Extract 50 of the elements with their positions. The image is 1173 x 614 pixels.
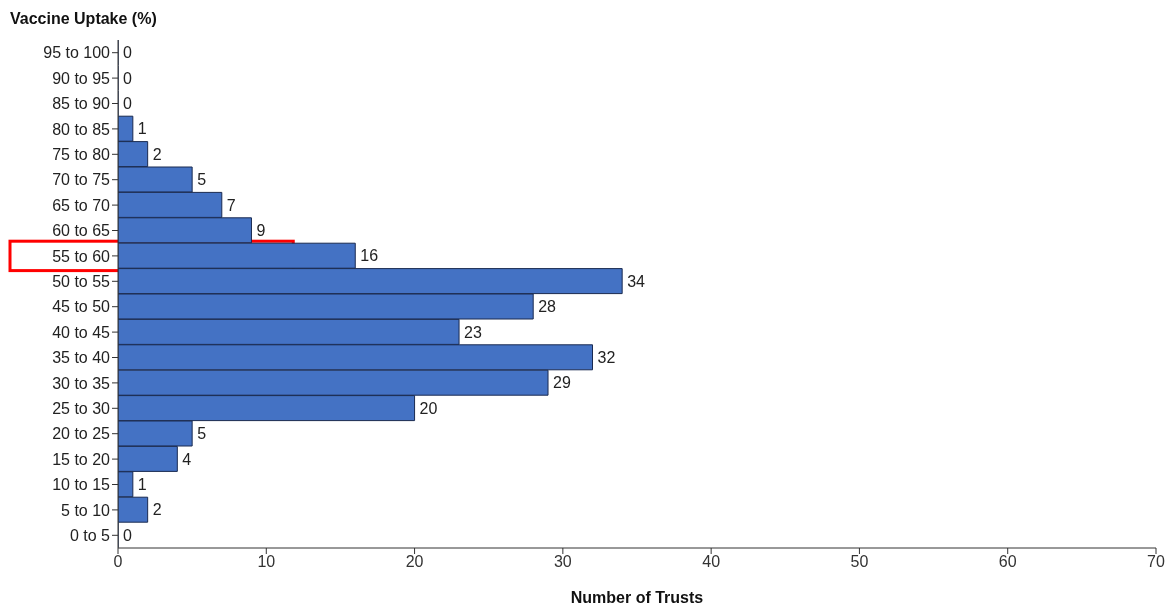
data-label: 5 bbox=[197, 425, 207, 443]
x-axis-title: Number of Trusts bbox=[570, 589, 704, 606]
y-tick-label: 75 to 80 bbox=[52, 145, 111, 163]
y-tick-label: 80 to 85 bbox=[52, 120, 111, 138]
data-label: 0 bbox=[123, 94, 133, 112]
y-tick-label: 20 to 25 bbox=[52, 425, 111, 443]
data-label: 16 bbox=[360, 247, 379, 265]
data-label: 1 bbox=[137, 475, 147, 493]
x-tick-label: 60 bbox=[998, 553, 1017, 571]
y-tick-label: 95 to 100 bbox=[43, 44, 111, 62]
x-tick-label: 20 bbox=[405, 553, 424, 571]
y-tick-label: 65 to 70 bbox=[52, 196, 111, 214]
x-tick-label: 50 bbox=[850, 553, 869, 571]
y-tick-label: 10 to 15 bbox=[52, 476, 111, 494]
data-label: 29 bbox=[553, 374, 571, 392]
data-label: 2 bbox=[152, 501, 162, 519]
data-label: 34 bbox=[627, 272, 646, 290]
data-label: 0 bbox=[123, 526, 133, 544]
y-tick-label: 15 to 20 bbox=[52, 450, 111, 468]
data-label: 2 bbox=[152, 145, 162, 163]
data-label: 32 bbox=[597, 348, 616, 366]
y-tick-label: 5 to 10 bbox=[61, 501, 111, 519]
data-label: 28 bbox=[538, 298, 557, 316]
data-label: 0 bbox=[123, 44, 133, 62]
y-tick-label: 60 to 65 bbox=[52, 222, 111, 240]
y-tick-label: 50 to 55 bbox=[52, 272, 111, 290]
data-label: 7 bbox=[226, 196, 236, 214]
data-label: 0 bbox=[123, 69, 133, 87]
x-tick-label: 10 bbox=[257, 553, 276, 571]
x-tick-label: 0 bbox=[113, 553, 123, 571]
x-tick-label: 30 bbox=[553, 553, 572, 571]
y-tick-label: 85 to 90 bbox=[52, 95, 111, 113]
data-label: 5 bbox=[197, 171, 207, 189]
y-tick-label: 90 to 95 bbox=[52, 69, 111, 87]
y-tick-label: 30 to 35 bbox=[52, 374, 111, 392]
data-label: 23 bbox=[464, 323, 482, 341]
x-tick-label: 40 bbox=[702, 553, 721, 571]
data-label: 1 bbox=[137, 120, 147, 138]
y-tick-label: 35 to 40 bbox=[52, 349, 111, 367]
y-tick-label: 40 to 45 bbox=[52, 323, 111, 341]
data-label: 9 bbox=[256, 221, 266, 239]
y-tick-label: 55 to 60 bbox=[52, 247, 111, 265]
y-axis-title: Vaccine Uptake (%) bbox=[10, 10, 157, 28]
data-label: 4 bbox=[182, 450, 192, 468]
y-tick-label: 45 to 50 bbox=[52, 298, 111, 316]
data-label: 20 bbox=[419, 399, 438, 417]
y-tick-label: 70 to 75 bbox=[52, 171, 111, 189]
y-tick-label: 25 to 30 bbox=[52, 399, 111, 417]
y-tick-label: 0 to 5 bbox=[69, 526, 111, 544]
x-tick-label: 70 bbox=[1147, 553, 1165, 571]
